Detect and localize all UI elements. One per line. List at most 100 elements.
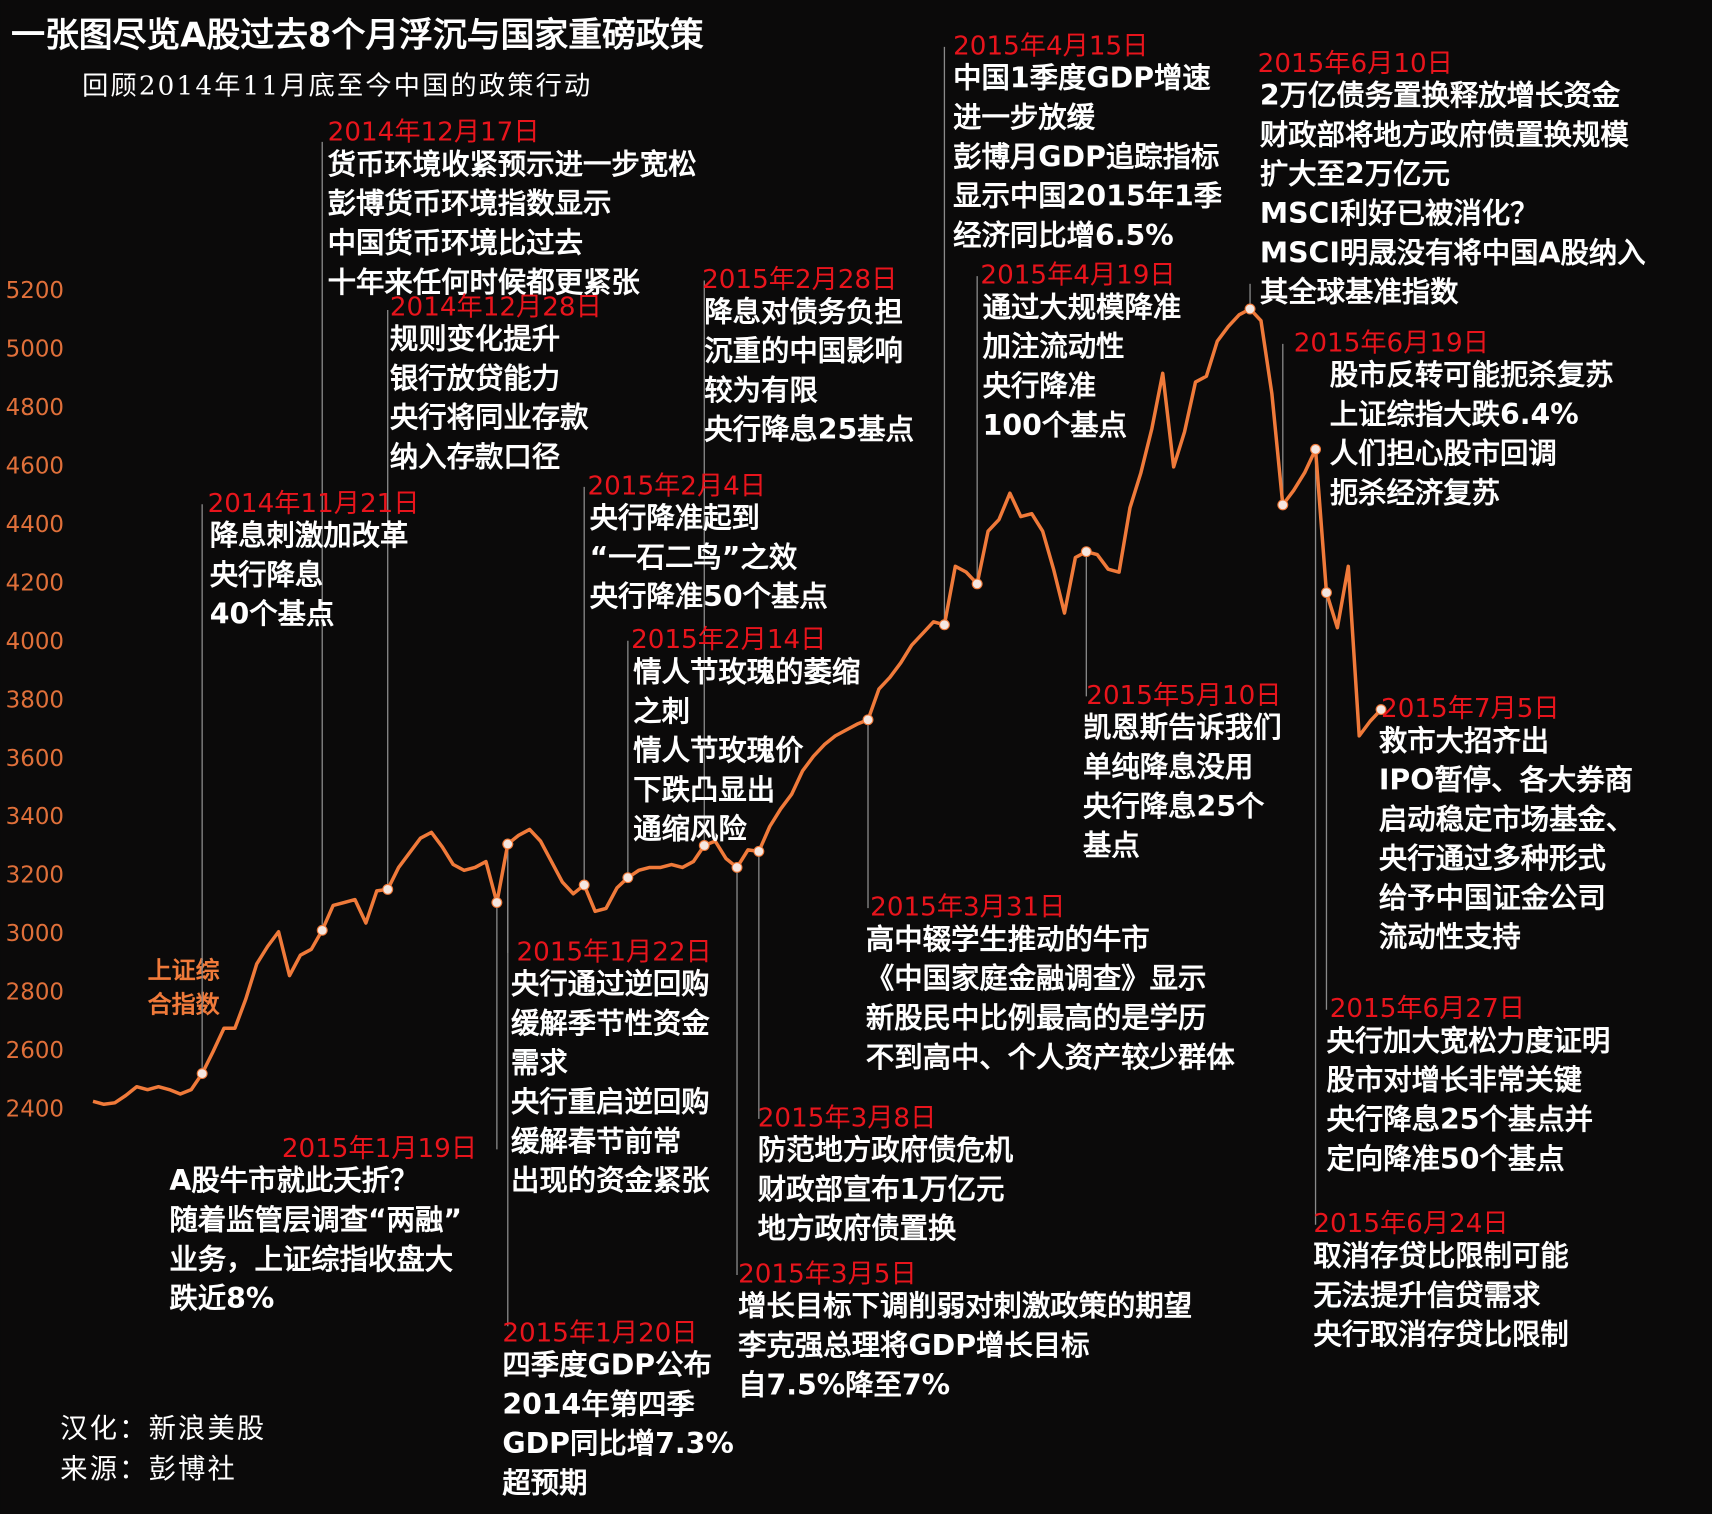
y-tick-label: 2600	[6, 1038, 64, 1064]
annotation-text: IPO暂停、各大券商	[1379, 764, 1633, 797]
annotation-dot	[316, 924, 328, 936]
annotation-text: 货币环境收紧预示进一步宽松	[328, 148, 697, 181]
credit: 来源：彭博社	[60, 1454, 237, 1485]
annotation-date: 2015年6月10日	[1258, 49, 1453, 79]
y-tick-label: 4000	[6, 629, 64, 655]
annotation-text: 需求	[511, 1046, 568, 1079]
annotation-text: 缓解季节性资金	[511, 1007, 710, 1040]
annotation-text: 40个基点	[210, 598, 335, 631]
annotation-text: 央行重启逆回购	[511, 1086, 710, 1119]
annotation-date: 2015年5月10日	[1086, 681, 1281, 711]
annotation-date: 2015年1月20日	[502, 1318, 697, 1348]
annotation-dot	[502, 838, 514, 850]
y-tick-label: 5000	[6, 336, 64, 362]
annotation-text: 不到高中、个人资产较少群体	[866, 1041, 1235, 1074]
annotation-text: 四季度GDP公布	[502, 1349, 712, 1382]
y-tick-label: 3000	[6, 921, 64, 947]
annotation-text: 单纯降息没用	[1083, 750, 1253, 783]
annotation-text: 新股民中比例最高的是学历	[866, 1002, 1206, 1035]
annotation-text: 地方政府债置换	[758, 1212, 957, 1245]
annotation-dot	[382, 883, 394, 895]
annotation-text: 情人节玫瑰价	[633, 734, 804, 767]
annotation-text: 规则变化提升	[390, 323, 560, 356]
annotation-text: 通过大规模降准	[983, 291, 1182, 324]
annotation-text: A股牛市就此夭折？	[169, 1164, 418, 1197]
y-tick-label: 4600	[6, 453, 64, 479]
annotation-text: 股市对增长非常关键	[1326, 1064, 1582, 1097]
chart-title: 一张图尽览A股过去8个月浮沉与国家重磅政策	[11, 16, 704, 55]
annotation-text: 自7.5%降至7%	[738, 1368, 950, 1401]
y-tick-label: 4800	[6, 395, 64, 421]
annotation-text: 沉重的中国影响	[704, 335, 903, 368]
y-tick-label: 2800	[6, 980, 64, 1006]
annotation-date: 2015年1月19日	[282, 1134, 477, 1164]
annotation-text: 缓解春节前常	[511, 1125, 681, 1158]
annotation-text: 2万亿债务置换释放增长资金	[1260, 79, 1621, 112]
annotation-text: 较为有限	[704, 374, 818, 407]
annotation-dot	[622, 872, 634, 884]
annotation-text: 扩大至2万亿元	[1260, 158, 1450, 191]
annotation-dot	[1277, 499, 1289, 511]
annotation-text: 降息对债务负担	[704, 295, 903, 328]
y-tick-label: 2400	[6, 1097, 64, 1123]
annotation-dot	[1080, 546, 1092, 558]
annotation-text: 央行降准50个基点	[590, 580, 828, 613]
annotation-text: 启动稳定市场基金、	[1379, 803, 1634, 836]
annotation-text: 其全球基准指数	[1260, 276, 1459, 309]
annotation-text: 进一步放缓	[953, 101, 1095, 134]
annotation-text: 彭博月GDP追踪指标	[953, 140, 1219, 173]
annotation-text: 彭博货币环境指数显示	[328, 187, 612, 220]
annotation-date: 2014年11月21日	[208, 489, 420, 519]
annotation-text: MSCI利好已被消化？	[1260, 197, 1539, 230]
annotation-date: 2015年2月28日	[702, 265, 897, 295]
annotation-text: 中国1季度GDP增速	[953, 62, 1211, 95]
annotation-text: 央行加大宽松力度证明	[1326, 1024, 1610, 1057]
annotation-text: 上证综指大跌6.4%	[1330, 398, 1579, 431]
annotation-dot	[196, 1068, 208, 1080]
annotation-dot	[1375, 704, 1387, 716]
annotation-text: 央行降准	[983, 370, 1097, 403]
annotation-text: 央行降息25基点	[704, 413, 914, 446]
annotation-text: “一石二鸟”之效	[590, 541, 798, 574]
y-tick-label: 3800	[6, 687, 64, 713]
annotation-date: 2015年3月5日	[738, 1259, 917, 1289]
annotation-text: 央行通过多种形式	[1379, 842, 1606, 875]
annotation-text: 高中辍学生推动的牛市	[866, 923, 1150, 956]
annotation-text: 通缩风险	[633, 813, 747, 846]
annotation-text: 银行放贷能力	[390, 362, 560, 395]
annotation-text: 基点	[1083, 829, 1140, 862]
annotation-text: 出现的资金紧张	[511, 1164, 710, 1197]
annotation-text: 经济同比增6.5%	[953, 219, 1174, 252]
annotation-text: 央行降准起到	[590, 502, 760, 535]
annotation-date: 2015年2月14日	[631, 625, 826, 655]
annotation-text: 降息刺激加改革	[210, 519, 409, 552]
annotation-text: 央行通过逆回购	[511, 968, 710, 1001]
annotation-text: 定向降准50个基点	[1326, 1142, 1564, 1175]
annotation-text: 救市大招齐出	[1379, 724, 1549, 757]
y-tick-label: 4400	[6, 512, 64, 538]
annotation-dot	[578, 879, 590, 891]
y-tick-label: 3200	[6, 863, 64, 889]
annotation-text: 财政部将地方政府债置换规模	[1260, 118, 1629, 151]
annotation-text: 扼杀经济复苏	[1330, 476, 1500, 509]
annotation-dot	[1310, 443, 1322, 455]
annotation-date: 2014年12月28日	[390, 292, 602, 322]
annotation-dot	[1321, 587, 1332, 599]
annotation-text: 情人节玫瑰的萎缩	[633, 655, 860, 688]
annotation-text: 取消存贷比限制可能	[1313, 1239, 1568, 1272]
annotation-dot	[862, 714, 874, 726]
annotation-date: 2015年1月22日	[517, 937, 712, 967]
annotation-text: 显示中国2015年1季	[953, 180, 1223, 213]
annotation-text: 中国货币环境比过去	[328, 227, 583, 260]
annotation-text: 人们担心股市回调	[1330, 437, 1557, 470]
annotation-dot	[971, 578, 983, 590]
annotation-text: GDP同比增7.3%	[502, 1427, 733, 1460]
y-tick-label: 4200	[6, 570, 64, 596]
annotation-text: 增长目标下调削弱对刺激政策的期望	[738, 1290, 1192, 1323]
annotation-text: 流动性支持	[1379, 921, 1521, 954]
series-label: 上证综	[148, 956, 220, 984]
y-tick-label: 3600	[6, 746, 64, 772]
annotation-text: 加注流动性	[983, 330, 1125, 363]
